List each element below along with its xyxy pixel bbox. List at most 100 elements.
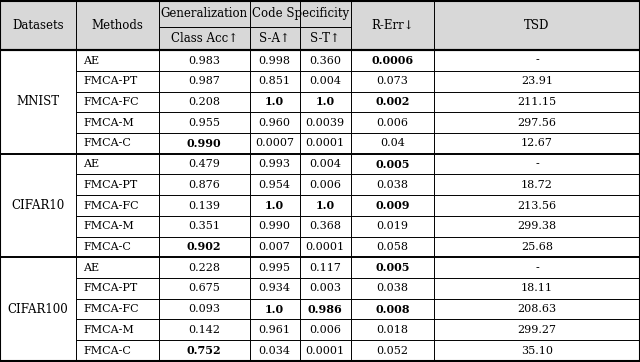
Text: 0.019: 0.019: [376, 221, 408, 231]
Text: 0.228: 0.228: [188, 263, 220, 273]
Bar: [76, 154, 159, 257]
Text: 0.990: 0.990: [259, 221, 291, 231]
Text: 0.038: 0.038: [376, 283, 408, 294]
Text: 297.56: 297.56: [518, 118, 556, 128]
Bar: [300, 50, 351, 154]
Text: 0.04: 0.04: [380, 138, 404, 148]
Text: CIFAR100: CIFAR100: [8, 303, 68, 316]
Text: FMCA-M: FMCA-M: [83, 325, 134, 335]
Bar: [76, 50, 159, 154]
Text: 1.0: 1.0: [265, 96, 284, 108]
Text: AE: AE: [83, 55, 99, 66]
Text: Class Acc↑: Class Acc↑: [171, 32, 237, 45]
Text: 0.998: 0.998: [259, 55, 291, 66]
Bar: [76, 257, 159, 361]
Text: FMCA-PT: FMCA-PT: [83, 180, 138, 190]
Text: 0.006: 0.006: [376, 118, 408, 128]
Text: 0.990: 0.990: [187, 138, 221, 149]
Text: FMCA-FC: FMCA-FC: [83, 201, 139, 211]
Text: 25.68: 25.68: [521, 242, 553, 252]
Text: 0.934: 0.934: [259, 283, 291, 294]
Text: 0.986: 0.986: [308, 304, 342, 315]
Text: FMCA-FC: FMCA-FC: [83, 304, 139, 314]
Text: 0.005: 0.005: [375, 262, 410, 273]
Text: 0.008: 0.008: [375, 304, 410, 315]
Bar: [300, 1, 351, 50]
Bar: [250, 154, 300, 257]
Text: 0.983: 0.983: [188, 55, 220, 66]
Text: Methods: Methods: [91, 19, 143, 32]
Text: 0.093: 0.093: [188, 304, 220, 314]
Text: FMCA-C: FMCA-C: [83, 346, 131, 355]
Text: 0.003: 0.003: [309, 283, 341, 294]
Text: 0.073: 0.073: [376, 76, 408, 86]
Bar: [0, 50, 76, 154]
Bar: [434, 154, 640, 257]
Bar: [159, 257, 250, 361]
Text: 0.139: 0.139: [188, 201, 220, 211]
Text: 0.360: 0.360: [309, 55, 341, 66]
Text: FMCA-FC: FMCA-FC: [83, 97, 139, 107]
Text: 35.10: 35.10: [521, 346, 553, 355]
Text: -: -: [535, 55, 539, 66]
Text: 0.960: 0.960: [259, 118, 291, 128]
Text: 0.004: 0.004: [309, 76, 341, 86]
Text: 0.002: 0.002: [375, 96, 410, 108]
Text: 0.0001: 0.0001: [305, 346, 345, 355]
Bar: [159, 154, 250, 257]
Text: 0.142: 0.142: [188, 325, 220, 335]
Text: 299.27: 299.27: [518, 325, 556, 335]
Text: AE: AE: [83, 159, 99, 169]
Bar: [250, 50, 300, 154]
Text: CIFAR10: CIFAR10: [11, 199, 65, 212]
Bar: [434, 257, 640, 361]
Bar: [351, 154, 434, 257]
Bar: [351, 257, 434, 361]
Text: 0.0039: 0.0039: [305, 118, 345, 128]
Text: 0.208: 0.208: [188, 97, 220, 107]
Text: AE: AE: [83, 263, 99, 273]
Text: FMCA-C: FMCA-C: [83, 242, 131, 252]
Text: FMCA-M: FMCA-M: [83, 118, 134, 128]
Text: Datasets: Datasets: [12, 19, 63, 32]
Bar: [300, 257, 351, 361]
Text: FMCA-PT: FMCA-PT: [83, 283, 138, 294]
Text: -: -: [535, 263, 539, 273]
Bar: [0, 257, 76, 361]
Text: S-T↑: S-T↑: [310, 32, 340, 45]
Text: 0.675: 0.675: [188, 283, 220, 294]
Text: 211.15: 211.15: [517, 97, 557, 107]
Bar: [250, 1, 300, 50]
Text: 0.876: 0.876: [188, 180, 220, 190]
Text: 1.0: 1.0: [316, 200, 335, 211]
Text: 213.56: 213.56: [517, 201, 557, 211]
Text: TSD: TSD: [524, 19, 550, 32]
Text: 0.993: 0.993: [259, 159, 291, 169]
Bar: [351, 1, 434, 50]
Text: 12.67: 12.67: [521, 138, 553, 148]
Text: FMCA-C: FMCA-C: [83, 138, 131, 148]
Text: 0.902: 0.902: [187, 241, 221, 252]
Bar: [159, 1, 250, 50]
Text: 0.995: 0.995: [259, 263, 291, 273]
Text: 0.987: 0.987: [188, 76, 220, 86]
Text: 23.91: 23.91: [521, 76, 553, 86]
Bar: [0, 154, 76, 257]
Text: 0.851: 0.851: [259, 76, 291, 86]
Text: MNIST: MNIST: [16, 96, 60, 109]
Text: 1.0: 1.0: [316, 96, 335, 108]
Bar: [0, 1, 76, 50]
Bar: [159, 50, 250, 154]
Text: 0.034: 0.034: [259, 346, 291, 355]
Text: 1.0: 1.0: [265, 200, 284, 211]
Text: 18.11: 18.11: [521, 283, 553, 294]
Text: 0.007: 0.007: [259, 242, 291, 252]
Text: 0.038: 0.038: [376, 180, 408, 190]
Text: FMCA-M: FMCA-M: [83, 221, 134, 231]
Text: 0.955: 0.955: [188, 118, 220, 128]
Text: 0.479: 0.479: [188, 159, 220, 169]
Text: 0.954: 0.954: [259, 180, 291, 190]
Text: 0.752: 0.752: [187, 345, 221, 356]
Text: R-Err↓: R-Err↓: [371, 19, 413, 32]
Bar: [351, 50, 434, 154]
